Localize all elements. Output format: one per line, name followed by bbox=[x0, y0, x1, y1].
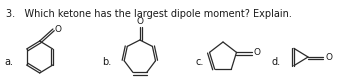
Text: O: O bbox=[136, 17, 144, 26]
Text: c.: c. bbox=[196, 57, 204, 67]
Text: O: O bbox=[55, 25, 62, 34]
Text: b.: b. bbox=[102, 57, 111, 67]
Text: O: O bbox=[325, 52, 332, 62]
Text: d.: d. bbox=[271, 57, 280, 67]
Text: 3.   Which ketone has the largest dipole moment? Explain.: 3. Which ketone has the largest dipole m… bbox=[6, 9, 292, 19]
Text: O: O bbox=[253, 48, 260, 57]
Text: a.: a. bbox=[5, 57, 14, 67]
